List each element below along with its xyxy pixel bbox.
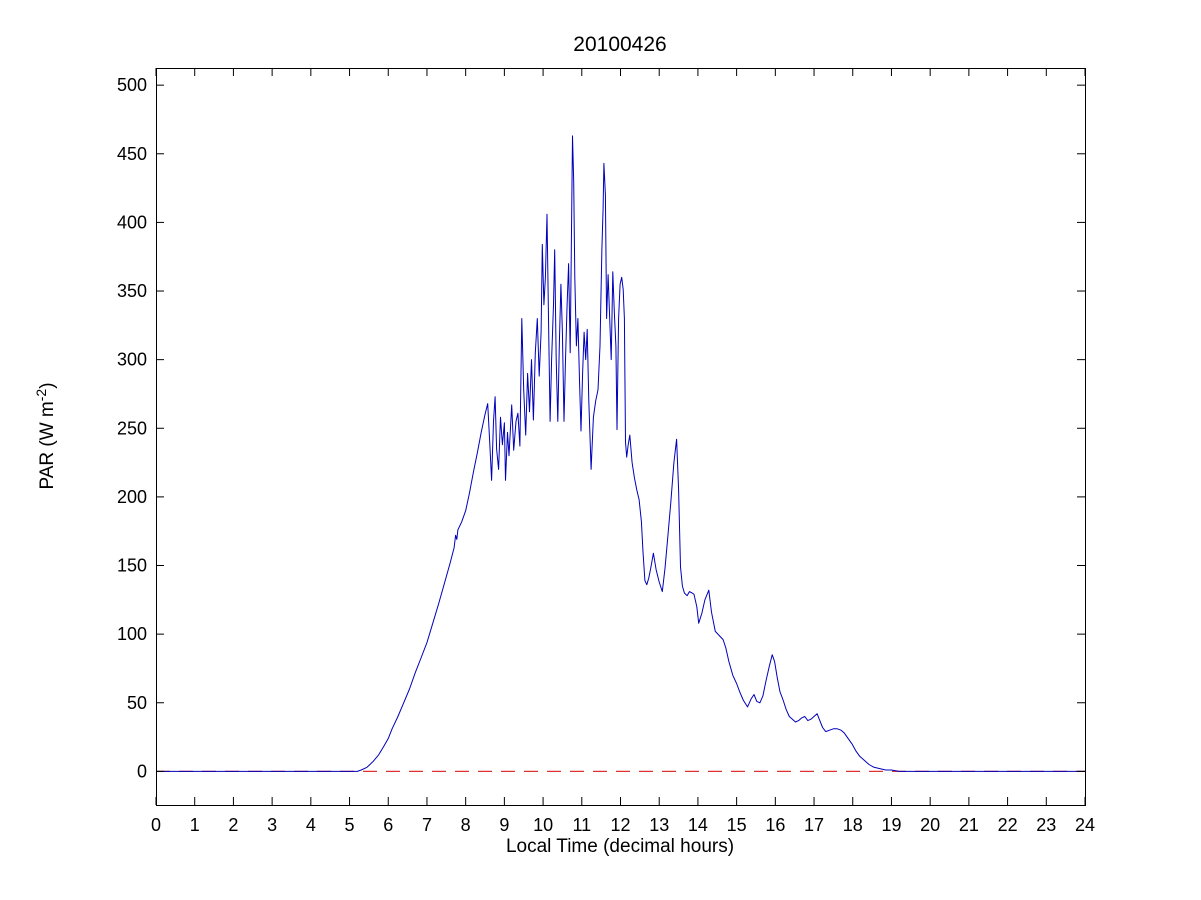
data-line [156, 135, 1085, 772]
x-tick-label: 22 [998, 815, 1018, 835]
x-tick-label: 10 [533, 815, 553, 835]
x-tick-label: 23 [1036, 815, 1056, 835]
x-tick-label: 18 [843, 815, 863, 835]
x-tick-label: 3 [267, 815, 277, 835]
x-tick-label: 1 [190, 815, 200, 835]
y-tick-label: 0 [137, 761, 147, 781]
x-tick-label: 11 [572, 815, 591, 835]
y-tick-label: 300 [117, 350, 147, 370]
y-axis-label-exponent: -2 [33, 388, 49, 402]
x-tick-label: 5 [345, 815, 355, 835]
chart-title: 20100426 [573, 33, 667, 56]
y-tick-label: 400 [117, 212, 147, 232]
y-axis-label: PAR (W m-2) [33, 382, 59, 489]
x-tick-label: 12 [610, 815, 630, 835]
y-tick-label: 350 [117, 281, 147, 301]
plot-border [156, 68, 1086, 806]
y-tick-label: 200 [117, 487, 147, 507]
x-tick-label: 16 [765, 815, 785, 835]
x-tick-label: 6 [383, 815, 393, 835]
y-tick-label: 150 [117, 556, 147, 576]
x-tick-label: 24 [1075, 815, 1095, 835]
x-tick-label: 19 [881, 815, 901, 835]
x-tick-label: 17 [804, 815, 824, 835]
x-tick-label: 0 [151, 815, 161, 835]
x-tick-label: 7 [422, 815, 432, 835]
x-tick-label: 4 [306, 815, 316, 835]
y-tick-label: 100 [117, 624, 147, 644]
y-tick-label: 250 [117, 418, 147, 438]
y-tick-label: 500 [117, 75, 147, 95]
x-tick-label: 9 [499, 815, 509, 835]
x-tick-label: 20 [920, 815, 940, 835]
x-tick-label: 15 [727, 815, 747, 835]
x-tick-label: 8 [461, 815, 471, 835]
x-tick-label: 2 [228, 815, 238, 835]
x-tick-label: 14 [688, 815, 708, 835]
y-axis-label-main: PAR (W m [37, 401, 58, 490]
y-tick-label: 50 [127, 693, 147, 713]
y-tick-label: 450 [117, 144, 147, 164]
x-tick-label: 21 [959, 815, 979, 835]
x-axis-label: Local Time (decimal hours) [505, 836, 735, 857]
y-axis-label-close: ) [37, 382, 58, 389]
x-tick-label: 13 [649, 815, 669, 835]
